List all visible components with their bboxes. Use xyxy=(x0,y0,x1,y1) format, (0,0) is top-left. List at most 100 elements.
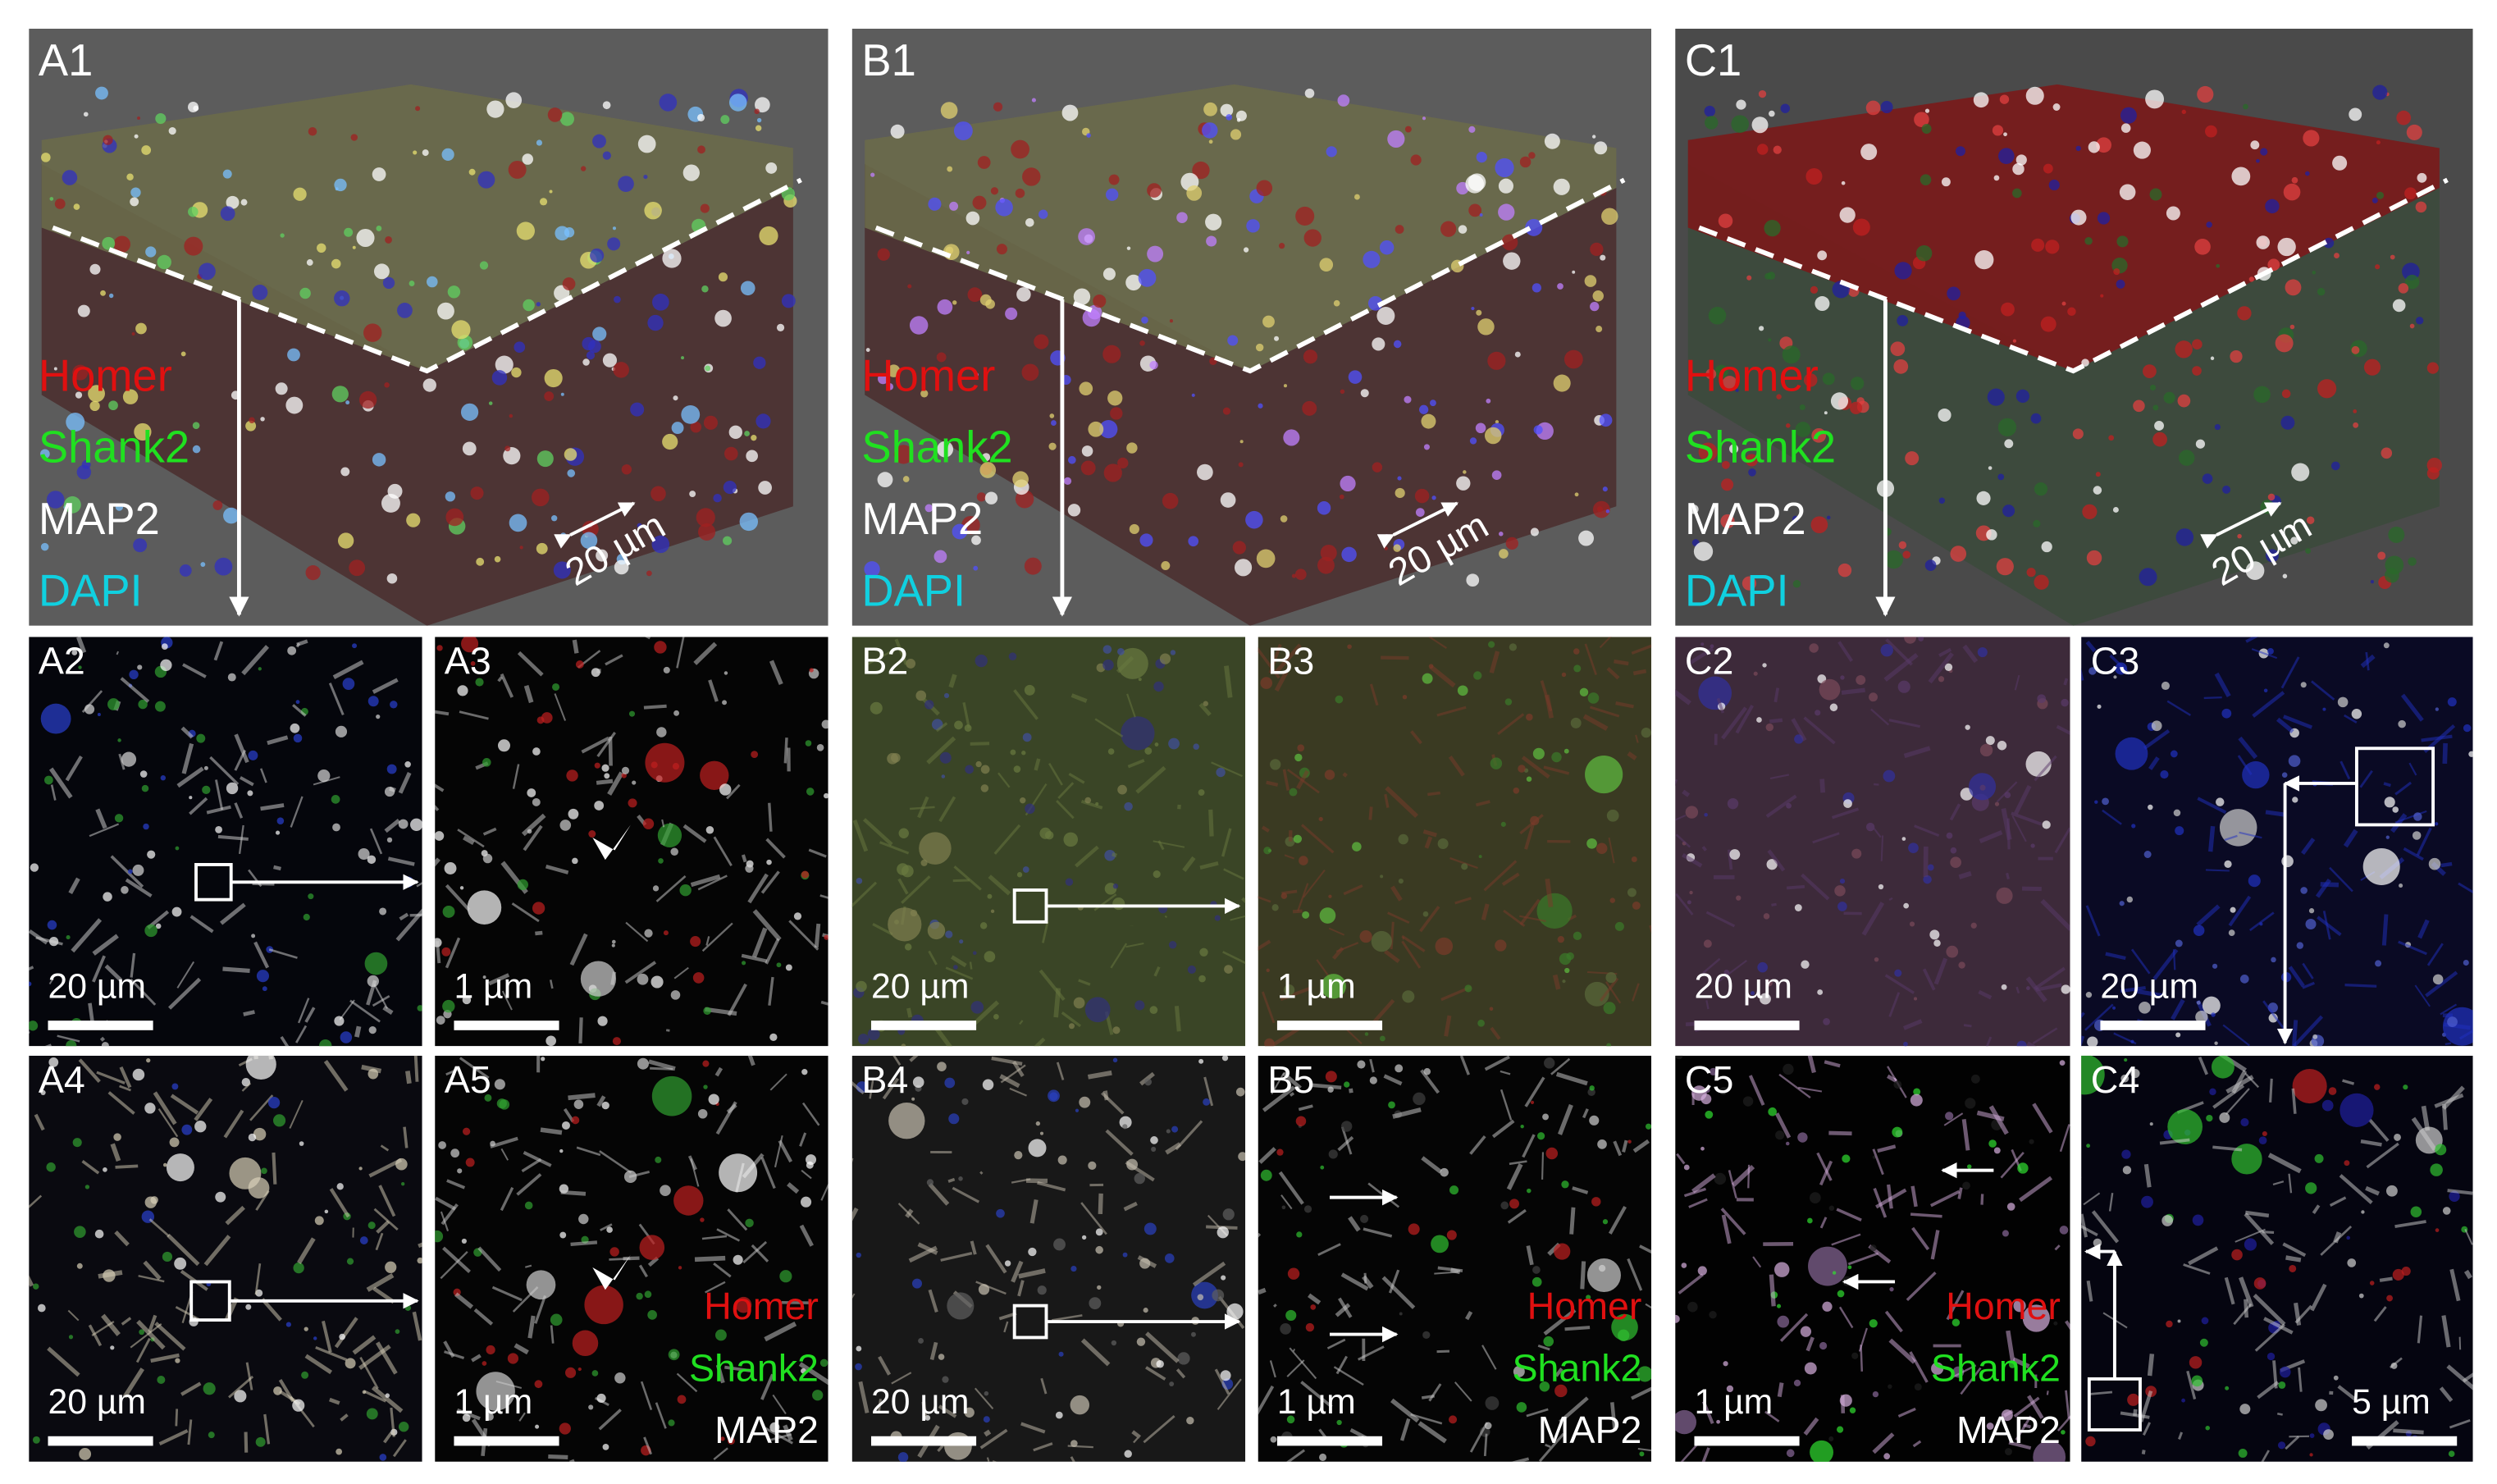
texture-dot xyxy=(2152,404,2159,411)
texture-dot xyxy=(1477,318,1495,336)
texture-dot xyxy=(1220,492,1236,508)
texture-dot xyxy=(1786,1449,1795,1458)
texture-fiber xyxy=(2263,1317,2294,1335)
texture-dot xyxy=(385,1261,397,1273)
texture-dot xyxy=(567,469,576,477)
texture-dot xyxy=(1999,94,2010,104)
texture-fiber xyxy=(29,1194,43,1208)
texture-dot xyxy=(1263,847,1271,855)
texture-dot xyxy=(2219,809,2257,847)
texture-fiber xyxy=(1938,647,1952,657)
texture-fiber xyxy=(764,1322,797,1342)
texture-fiber xyxy=(655,1402,667,1429)
texture-dot xyxy=(898,828,909,838)
texture-dot xyxy=(1913,1088,1921,1096)
texture-dot xyxy=(766,859,772,865)
texture-dot xyxy=(1992,125,2004,136)
texture-dot xyxy=(1117,457,1129,469)
texture-dot xyxy=(939,751,952,764)
texture-fiber xyxy=(2212,1084,2245,1109)
texture-dot xyxy=(644,1290,652,1299)
texture-fiber xyxy=(1308,1293,1322,1305)
texture-fiber xyxy=(2130,948,2151,975)
texture-dot xyxy=(2030,843,2035,848)
texture-dot xyxy=(227,673,236,682)
texture-fiber xyxy=(2329,1196,2347,1207)
texture-fiber xyxy=(372,995,390,1007)
texture-fiber xyxy=(445,884,471,911)
texture-dot xyxy=(33,1283,39,1290)
texture-fiber xyxy=(665,1029,670,1032)
scale-bar-label: 1 µm xyxy=(1277,1382,1356,1422)
texture-fiber xyxy=(2276,717,2294,733)
texture-fiber xyxy=(2394,1220,2426,1228)
texture-dot xyxy=(2177,394,2191,408)
texture-dot xyxy=(2447,697,2457,707)
texture-dot xyxy=(253,1127,267,1141)
texture-dot xyxy=(2333,1375,2339,1381)
texture-fiber xyxy=(2000,1152,2025,1179)
texture-dot xyxy=(1745,454,1759,467)
channel-legend: DAPI xyxy=(39,565,143,615)
texture-dot xyxy=(511,367,522,378)
texture-dot xyxy=(596,549,609,562)
texture-dot xyxy=(1461,863,1468,870)
texture-dot xyxy=(2205,125,2217,138)
texture-dot xyxy=(37,1304,46,1313)
texture-dot xyxy=(584,1285,623,1325)
texture-fiber xyxy=(988,874,1011,896)
texture-fiber xyxy=(2034,966,2066,991)
texture-dot xyxy=(559,1231,567,1239)
texture-fiber xyxy=(78,1058,101,1083)
texture-fiber xyxy=(2197,797,2227,815)
texture-fiber xyxy=(339,999,355,1021)
texture-dot xyxy=(255,1436,266,1447)
texture-dot xyxy=(2409,323,2415,329)
texture-fiber xyxy=(1930,1230,1940,1260)
texture-fiber xyxy=(1774,1112,1792,1139)
texture-dot xyxy=(571,1116,580,1125)
texture-dot xyxy=(588,1404,594,1410)
texture-dot xyxy=(756,117,762,123)
texture-dot xyxy=(2001,984,2007,990)
texture-dot xyxy=(267,1096,281,1109)
texture-dot xyxy=(331,386,349,403)
texture-dot xyxy=(1463,470,1467,474)
texture-dot xyxy=(728,425,742,440)
texture-dot xyxy=(1095,1228,1103,1236)
texture-dot xyxy=(984,491,998,505)
texture-dot xyxy=(1283,384,1287,388)
texture-dot xyxy=(1599,413,1613,427)
texture-fiber xyxy=(1500,1089,1513,1121)
panel-label: C5 xyxy=(1685,1058,1734,1101)
texture-fiber xyxy=(48,767,73,799)
texture-dot xyxy=(2088,667,2097,675)
texture-dot xyxy=(609,1247,619,1257)
texture-dot xyxy=(337,532,354,549)
texture-dot xyxy=(2396,110,2412,126)
texture-fiber xyxy=(2245,1210,2270,1218)
texture-dot xyxy=(2292,797,2298,803)
texture-fiber xyxy=(2225,1075,2254,1094)
texture-fiber xyxy=(1687,646,1714,666)
scale-bar-label: 1 µm xyxy=(1277,967,1356,1007)
texture-fiber xyxy=(2285,1255,2302,1263)
texture-dot xyxy=(1477,1019,1485,1027)
texture-dot xyxy=(947,166,953,172)
scale-bar xyxy=(2100,1021,2206,1030)
texture-fiber xyxy=(295,642,301,648)
texture-dot xyxy=(1530,527,1539,537)
texture-dot xyxy=(1008,652,1017,661)
texture-fiber xyxy=(2293,1015,2324,1047)
texture-fiber xyxy=(2006,818,2011,850)
texture-fiber xyxy=(1632,983,1640,1002)
texture-fiber xyxy=(220,902,246,925)
texture-fiber xyxy=(2159,1138,2190,1145)
texture-fiber xyxy=(1614,659,1629,666)
texture-dot xyxy=(1915,245,1933,262)
texture-dot xyxy=(1399,1312,1403,1316)
texture-dot xyxy=(72,1138,82,1148)
texture-fiber xyxy=(1721,1214,1732,1244)
